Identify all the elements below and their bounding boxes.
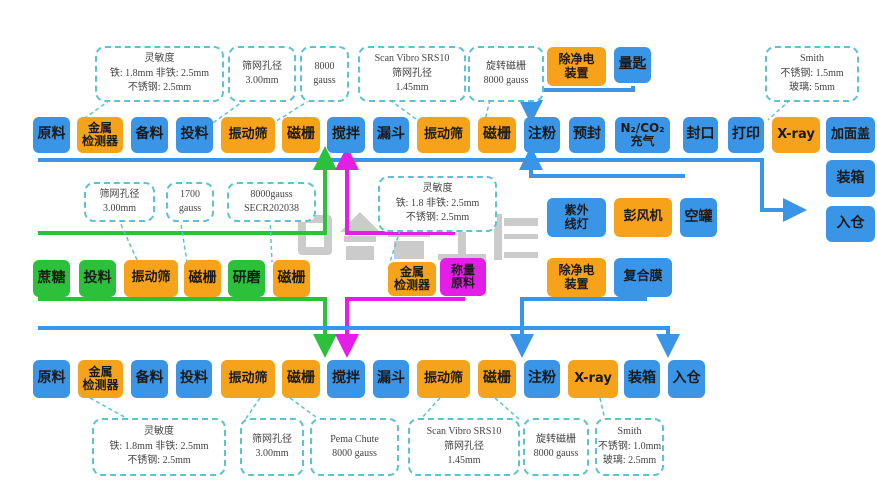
process-step: 磁栅 [273, 260, 310, 297]
process-step: 紫外 线灯 [547, 198, 606, 237]
process-step: 装箱 [826, 160, 875, 197]
process-step: 入仓 [668, 360, 705, 398]
process-step: 彭风机 [614, 198, 672, 237]
process-step: 磁栅 [184, 260, 221, 297]
process-step: 复合膜 [614, 258, 672, 297]
process-step: 漏斗 [373, 117, 409, 153]
process-step: 磁栅 [282, 117, 320, 153]
process-step: 磁栅 [282, 360, 320, 398]
spec-callout: Smith 不锈钢: 1.0mm 玻璃: 2.5mm [595, 418, 664, 476]
process-step: 称量 原料 [440, 258, 486, 296]
process-step: 除净电 装置 [547, 47, 606, 86]
spec-callout: 旋转磁栅 8000 gauss [468, 46, 544, 102]
process-step: 原料 [33, 360, 70, 398]
process-step: 投料 [176, 117, 213, 153]
process-step: 除净电 装置 [547, 258, 606, 297]
process-step: 搅拌 [327, 117, 365, 153]
process-step: N₂/CO₂ 充气 [615, 117, 670, 153]
process-step: 磁栅 [478, 360, 516, 398]
process-step: 量匙 [614, 47, 651, 83]
spoon-feed-line [519, 86, 635, 124]
spec-callout: Scan Vibro SRS10 筛网孔径 1.45mm [358, 46, 466, 102]
process-step: 入仓 [826, 206, 875, 242]
process-step: 振动筛 [417, 360, 470, 398]
process-step: 金属 检测器 [388, 262, 436, 296]
process-step: 振动筛 [221, 360, 275, 398]
spec-callout: 灵敏度 铁: 1.8 非铁: 2.5mm 不锈钢: 2.5mm [378, 176, 497, 232]
process-step: 原料 [33, 117, 70, 153]
spec-callout: 筛网孔径 3.00mm [84, 182, 155, 222]
process-step: X-ray [568, 360, 618, 398]
process-step: 注粉 [524, 117, 560, 153]
process-step: 打印 [728, 117, 764, 153]
process-step: 振动筛 [221, 117, 275, 153]
spec-callout: 8000 gauss [300, 46, 349, 102]
blue-bottom-line [38, 326, 680, 358]
process-step: 金属 检测器 [77, 117, 123, 153]
green-bottom-line [38, 297, 337, 358]
process-step: X-ray [772, 117, 820, 153]
process-step: 振动筛 [417, 117, 470, 153]
process-step: 空罐 [680, 198, 717, 237]
process-step: 研磨 [228, 260, 265, 297]
spec-callout: Scan Vibro SRS10 筛网孔径 1.45mm [408, 418, 520, 476]
process-step: 预封 [569, 117, 605, 153]
process-step: 装箱 [624, 360, 660, 398]
process-step: 备料 [131, 360, 168, 398]
spec-callout: Pema Chute 8000 gauss [310, 418, 399, 476]
spec-callout: Smith 不锈钢: 1.5mm 玻璃: 5mm [765, 46, 859, 102]
callout-pointers [84, 99, 791, 421]
process-step: 磁栅 [478, 117, 516, 153]
spec-callout: 1700 gauss [166, 182, 214, 222]
top-main-line [38, 158, 807, 222]
spec-callout: 筛网孔径 3.00mm [240, 418, 304, 476]
process-step: 搅拌 [327, 360, 365, 398]
spec-callout: 筛网孔径 3.00mm [228, 46, 296, 102]
spec-callout: 灵敏度 铁: 1.8mm 非铁: 2.5mm 不锈钢: 2.5mm [92, 418, 226, 476]
process-step: 加面盖 [826, 117, 875, 153]
spec-callout: 8000gauss SECR202038 [227, 182, 316, 222]
process-step: 振动筛 [124, 260, 178, 297]
magenta-bottom-line [335, 297, 465, 358]
process-step: 备料 [131, 117, 168, 153]
magenta-top-line [335, 146, 455, 235]
process-step: 蔗糖 [33, 260, 70, 297]
spec-callout: 旋转磁栅 8000 gauss [523, 418, 589, 476]
process-step: 封口 [683, 117, 718, 153]
process-step: 注粉 [524, 360, 560, 398]
process-step: 金属 检测器 [78, 360, 123, 398]
green-top-line [38, 146, 337, 235]
spec-callout: 灵敏度 铁: 1.8mm 非铁: 2.5mm 不锈钢: 2.5mm [95, 46, 224, 102]
process-step: 投料 [79, 260, 116, 297]
process-step: 漏斗 [373, 360, 409, 398]
return-line [519, 146, 685, 178]
blue-mid-line [510, 297, 647, 358]
process-step: 投料 [176, 360, 212, 398]
